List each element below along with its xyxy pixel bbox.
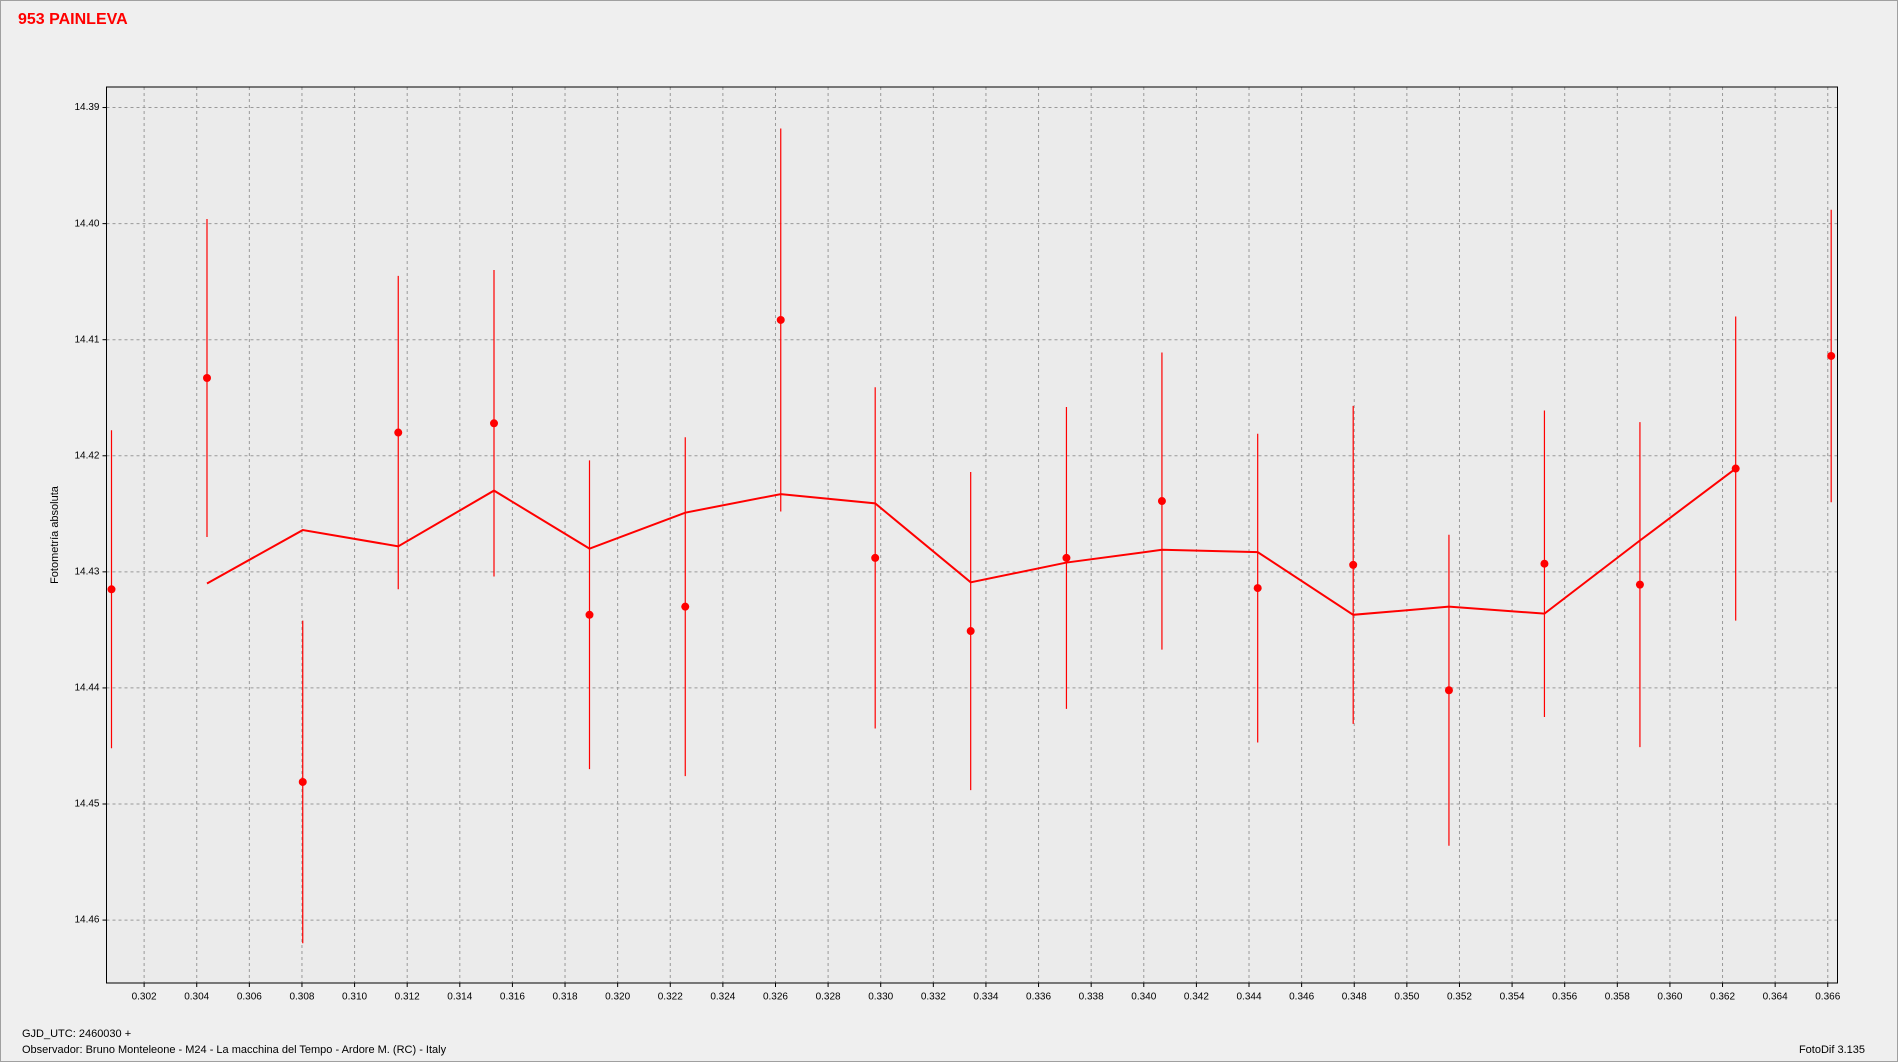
x-tick-label: 0.306 bbox=[237, 992, 262, 1003]
footer-left: Observador: Bruno Monteleone - M24 - La … bbox=[22, 1044, 447, 1056]
x-tick-label: 0.348 bbox=[1342, 992, 1367, 1003]
data-point bbox=[1540, 559, 1549, 568]
data-point bbox=[871, 553, 880, 562]
y-tick-label: 14.44 bbox=[74, 683, 99, 694]
x-tick-label: 0.312 bbox=[395, 992, 420, 1003]
data-point bbox=[394, 428, 403, 437]
x-tick-label: 0.358 bbox=[1605, 992, 1630, 1003]
data-point bbox=[966, 627, 975, 636]
chart-title: 953 PAINLEVA bbox=[18, 11, 128, 28]
x-tick-label: 0.340 bbox=[1131, 992, 1156, 1003]
y-tick-label: 14.42 bbox=[74, 450, 99, 461]
footer-right: FotoDif 3.135 bbox=[1799, 1044, 1865, 1056]
data-point bbox=[1444, 686, 1453, 695]
plot-area bbox=[106, 87, 1838, 983]
y-tick-label: 14.39 bbox=[74, 102, 99, 113]
data-point bbox=[107, 585, 116, 594]
y-tick-label: 14.41 bbox=[74, 334, 99, 345]
data-point bbox=[1635, 580, 1644, 589]
x-tick-label: 0.350 bbox=[1394, 992, 1419, 1003]
data-point bbox=[1253, 584, 1262, 593]
data-point bbox=[490, 419, 499, 428]
x-tick-label: 0.316 bbox=[500, 992, 525, 1003]
data-point bbox=[1827, 351, 1836, 360]
x-tick-label: 0.334 bbox=[973, 992, 998, 1003]
x-tick-label: 0.354 bbox=[1500, 992, 1525, 1003]
x-tick-label: 0.364 bbox=[1763, 992, 1788, 1003]
x-tick-label: 0.318 bbox=[553, 992, 578, 1003]
plot-border bbox=[106, 86, 1838, 984]
data-point bbox=[1349, 560, 1358, 569]
y-tick-label: 14.45 bbox=[74, 799, 99, 810]
data-point bbox=[1062, 553, 1071, 562]
x-tick-label: 0.336 bbox=[1026, 992, 1051, 1003]
x-tick-label: 0.338 bbox=[1079, 992, 1104, 1003]
x-tick-label: 0.346 bbox=[1289, 992, 1314, 1003]
x-axis-label: GJD_UTC: 2460030 + bbox=[22, 1028, 131, 1040]
x-tick-label: 0.308 bbox=[289, 992, 314, 1003]
data-point bbox=[776, 315, 785, 324]
data-point bbox=[1157, 497, 1166, 506]
y-tick-label: 14.46 bbox=[74, 915, 99, 926]
x-tick-label: 0.328 bbox=[816, 992, 841, 1003]
average-line bbox=[206, 467, 1737, 616]
x-tick-label: 0.320 bbox=[605, 992, 630, 1003]
x-tick-label: 0.360 bbox=[1657, 992, 1682, 1003]
y-axis-label: Fotometría absoluta bbox=[49, 485, 61, 584]
x-tick-label: 0.356 bbox=[1552, 992, 1577, 1003]
x-tick-label: 0.322 bbox=[658, 992, 683, 1003]
x-tick-label: 0.332 bbox=[921, 992, 946, 1003]
x-tick-label: 0.330 bbox=[868, 992, 893, 1003]
data-point bbox=[298, 777, 307, 786]
x-tick-label: 0.324 bbox=[710, 992, 735, 1003]
x-tick-label: 0.314 bbox=[447, 992, 472, 1003]
x-tick-label: 0.366 bbox=[1815, 992, 1840, 1003]
data-point bbox=[681, 602, 690, 611]
x-tick-label: 0.302 bbox=[132, 992, 157, 1003]
data-point bbox=[202, 374, 211, 383]
x-tick-label: 0.310 bbox=[342, 992, 367, 1003]
y-tick-label: 14.43 bbox=[74, 566, 99, 577]
data-point bbox=[585, 610, 594, 619]
x-tick-label: 0.362 bbox=[1710, 992, 1735, 1003]
x-tick-label: 0.326 bbox=[763, 992, 788, 1003]
x-tick-label: 0.344 bbox=[1236, 992, 1261, 1003]
x-tick-label: 0.304 bbox=[184, 992, 209, 1003]
x-tick-label: 0.342 bbox=[1184, 992, 1209, 1003]
x-tick-label: 0.352 bbox=[1447, 992, 1472, 1003]
y-tick-label: 14.40 bbox=[74, 218, 99, 229]
